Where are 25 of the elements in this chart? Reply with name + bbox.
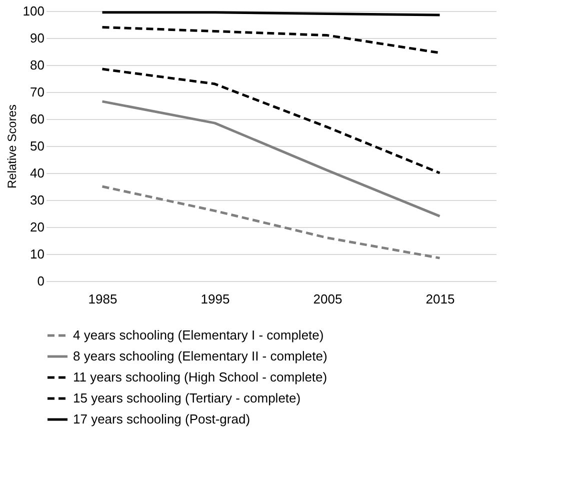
y-axis-title: Relative Scores — [4, 104, 19, 189]
legend-label: 11 years schooling (High School - complete) — [73, 370, 328, 384]
y-tick-label: 20 — [30, 220, 44, 234]
line-series — [101, 68, 441, 174]
line-series — [101, 26, 441, 54]
y-tick-label: 60 — [30, 112, 44, 126]
y-tick-label: 50 — [30, 138, 44, 154]
line-series — [101, 100, 441, 218]
x-tick-label: 1985 — [88, 292, 118, 306]
y-tick-label: 0 — [37, 274, 44, 288]
legend-label: 4 years schooling (Elementary I - complete) — [73, 328, 324, 342]
x-tick-label: 2005 — [313, 292, 342, 306]
y-tick-label: 80 — [30, 58, 44, 72]
y-tick-label: 90 — [30, 30, 44, 46]
y-tick-label: 70 — [30, 84, 44, 100]
y-tick-label: 40 — [30, 166, 44, 180]
line-series — [101, 185, 441, 260]
y-tick-label: 100 — [22, 4, 44, 18]
legend-label: 15 years schooling (Tertiary - complete) — [73, 390, 301, 406]
y-tick-label: 30 — [30, 192, 44, 208]
x-tick-label: 1995 — [200, 292, 230, 306]
legend-label: 17 years schooling (Post-grad) — [73, 412, 250, 426]
y-tick-label: 10 — [30, 246, 44, 262]
legend-label: 8 years schooling (Elementary II - complete) — [73, 348, 328, 364]
x-tick-label: 2015 — [426, 292, 455, 306]
